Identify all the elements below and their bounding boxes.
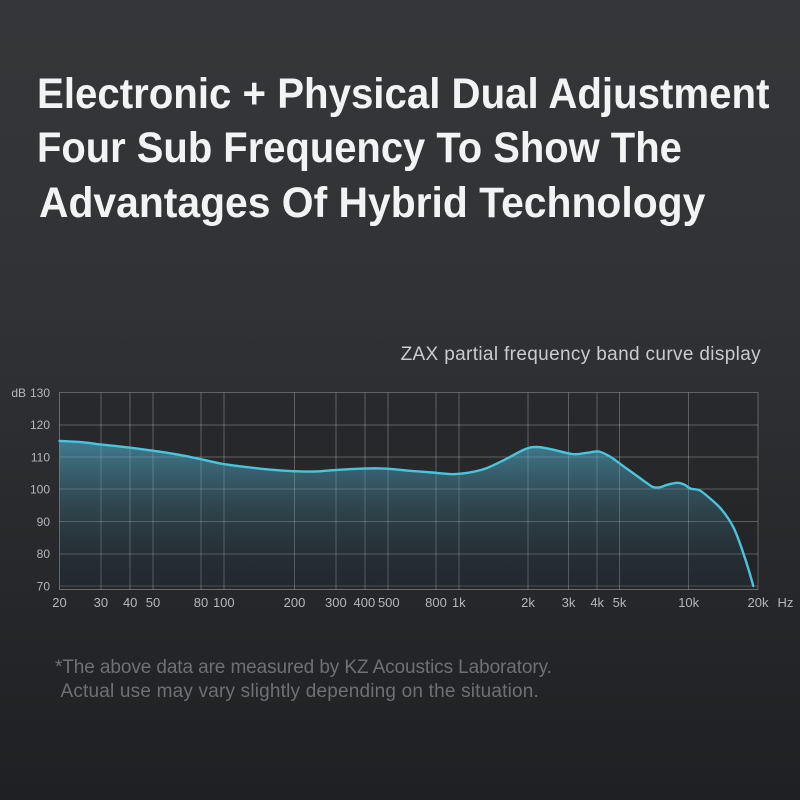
svg-text:130: 130 — [30, 386, 50, 400]
svg-text:500: 500 — [378, 595, 400, 610]
svg-text:50: 50 — [146, 595, 160, 610]
svg-text:4k: 4k — [590, 595, 604, 610]
svg-text:200: 200 — [284, 595, 306, 610]
svg-text:Hz: Hz — [778, 595, 794, 610]
svg-text:70: 70 — [37, 579, 51, 593]
svg-text:110: 110 — [31, 450, 50, 464]
svg-text:30: 30 — [94, 595, 108, 610]
svg-text:2k: 2k — [521, 595, 535, 610]
svg-text:80: 80 — [194, 595, 208, 610]
svg-text:dB: dB — [11, 386, 26, 400]
svg-text:20k: 20k — [748, 595, 769, 610]
svg-text:10k: 10k — [678, 595, 699, 610]
svg-text:40: 40 — [123, 595, 137, 610]
svg-text:400: 400 — [354, 595, 376, 610]
svg-text:100: 100 — [213, 595, 235, 610]
svg-text:800: 800 — [425, 595, 447, 610]
svg-text:1k: 1k — [452, 595, 466, 610]
svg-text:3k: 3k — [562, 595, 576, 610]
svg-text:100: 100 — [30, 483, 50, 497]
svg-text:5k: 5k — [613, 595, 627, 610]
svg-text:80: 80 — [37, 547, 51, 561]
svg-text:90: 90 — [37, 515, 51, 529]
svg-text:120: 120 — [30, 418, 50, 432]
svg-text:20: 20 — [52, 595, 66, 610]
svg-text:300: 300 — [325, 595, 347, 610]
